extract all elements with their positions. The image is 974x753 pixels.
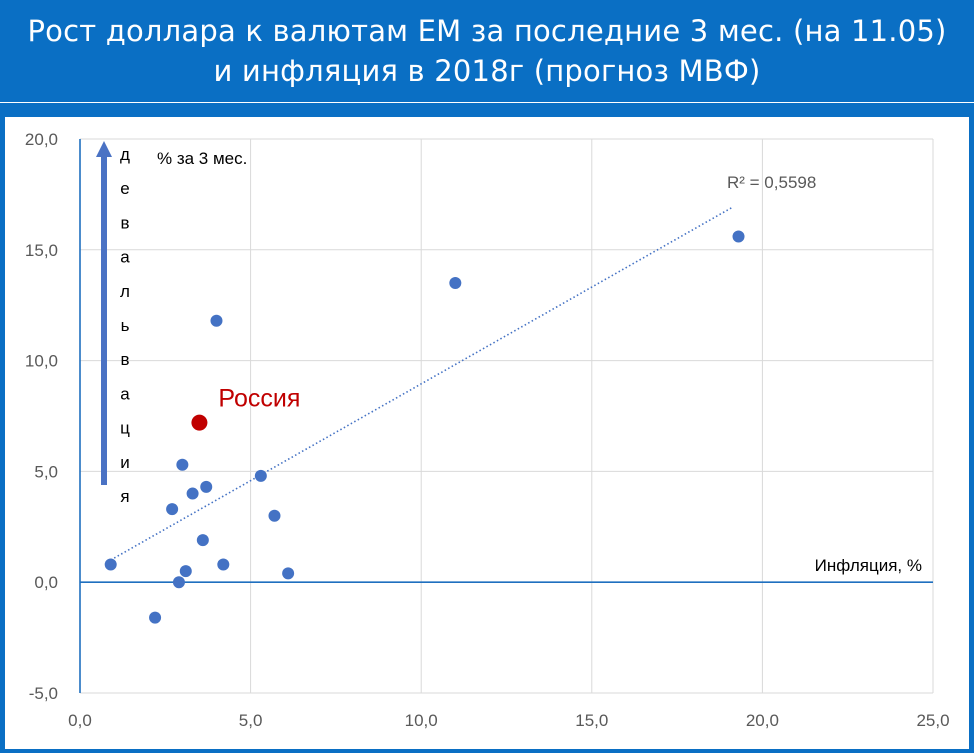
data-point [172, 576, 185, 589]
chart-title-line-1: Рост доллара к валютам EM за последние 3… [27, 14, 947, 48]
x-tick-label: 5,0 [239, 711, 263, 730]
arrow-letter: а [120, 248, 130, 267]
russia-label: Россия [218, 385, 300, 413]
data-point [732, 230, 745, 243]
y-tick-label: -5,0 [29, 684, 58, 703]
annotations: % за 3 мес. Инфляция, % R² = 0,5598 Росс… [157, 149, 922, 575]
russia-point [191, 414, 208, 431]
arrow-head [96, 141, 112, 157]
data-point [149, 611, 162, 624]
arrow-letter: ц [120, 419, 130, 438]
x-tick-label: 0,0 [68, 711, 92, 730]
y-tick-label: 15,0 [25, 241, 58, 260]
arrow-letter: в [120, 213, 129, 232]
x-tick-label: 10,0 [405, 711, 438, 730]
data-points [104, 230, 745, 624]
arrow-letter: л [120, 282, 130, 301]
data-point [200, 480, 213, 493]
arrow-letter: е [120, 179, 129, 198]
data-point [282, 567, 295, 580]
data-point [196, 534, 209, 547]
gridlines [80, 138, 934, 694]
scatter-chart: 0,0 5,0 10,0 15,0 20,0 25,0 -5,0 0,0 5,0 10,0 15,0… [25, 130, 950, 730]
tick-labels: 0,0 5,0 10,0 15,0 20,0 25,0 -5,0 0,0 5,0 10,0 15,0… [25, 130, 950, 730]
chart-area: 0,0 5,0 10,0 15,0 20,0 25,0 -5,0 0,0 5,0 10,0 15,0… [5, 117, 969, 749]
trendline-group [110, 207, 733, 561]
chart-title-banner: Рост доллара к валютам EM за последние 3… [0, 0, 974, 103]
x-tick-label: 25,0 [916, 711, 949, 730]
axes [79, 139, 933, 693]
y-tick-label: 0,0 [34, 573, 58, 592]
data-point [186, 487, 199, 500]
x-tick-label: 15,0 [575, 711, 608, 730]
arrow-letter: в [120, 350, 129, 369]
data-point [166, 503, 179, 516]
trendline [110, 207, 733, 561]
y-axis-label: % за 3 мес. [157, 149, 247, 168]
data-point [176, 458, 189, 471]
arrow-letter: я [120, 487, 129, 506]
data-point [449, 277, 462, 290]
x-axis-label: Инфляция, % [815, 556, 922, 575]
chart-title-line-2: и инфляция в 2018г (прогноз МВФ) [213, 54, 761, 88]
data-point [104, 558, 117, 571]
y-tick-label: 5,0 [34, 462, 58, 481]
x-tick-label: 20,0 [746, 711, 779, 730]
data-point [210, 314, 223, 327]
y-tick-label: 20,0 [25, 130, 58, 149]
arrow-letter: и [120, 453, 130, 472]
data-point [268, 509, 281, 522]
data-point [217, 558, 230, 571]
y-tick-label: 10,0 [25, 352, 58, 371]
arrow-letter: а [120, 384, 130, 403]
arrow-letter: д [120, 145, 130, 164]
r-squared-label: R² = 0,5598 [727, 173, 816, 192]
arrow-letter: ь [121, 316, 130, 335]
data-point [179, 565, 192, 578]
data-point [254, 469, 267, 482]
